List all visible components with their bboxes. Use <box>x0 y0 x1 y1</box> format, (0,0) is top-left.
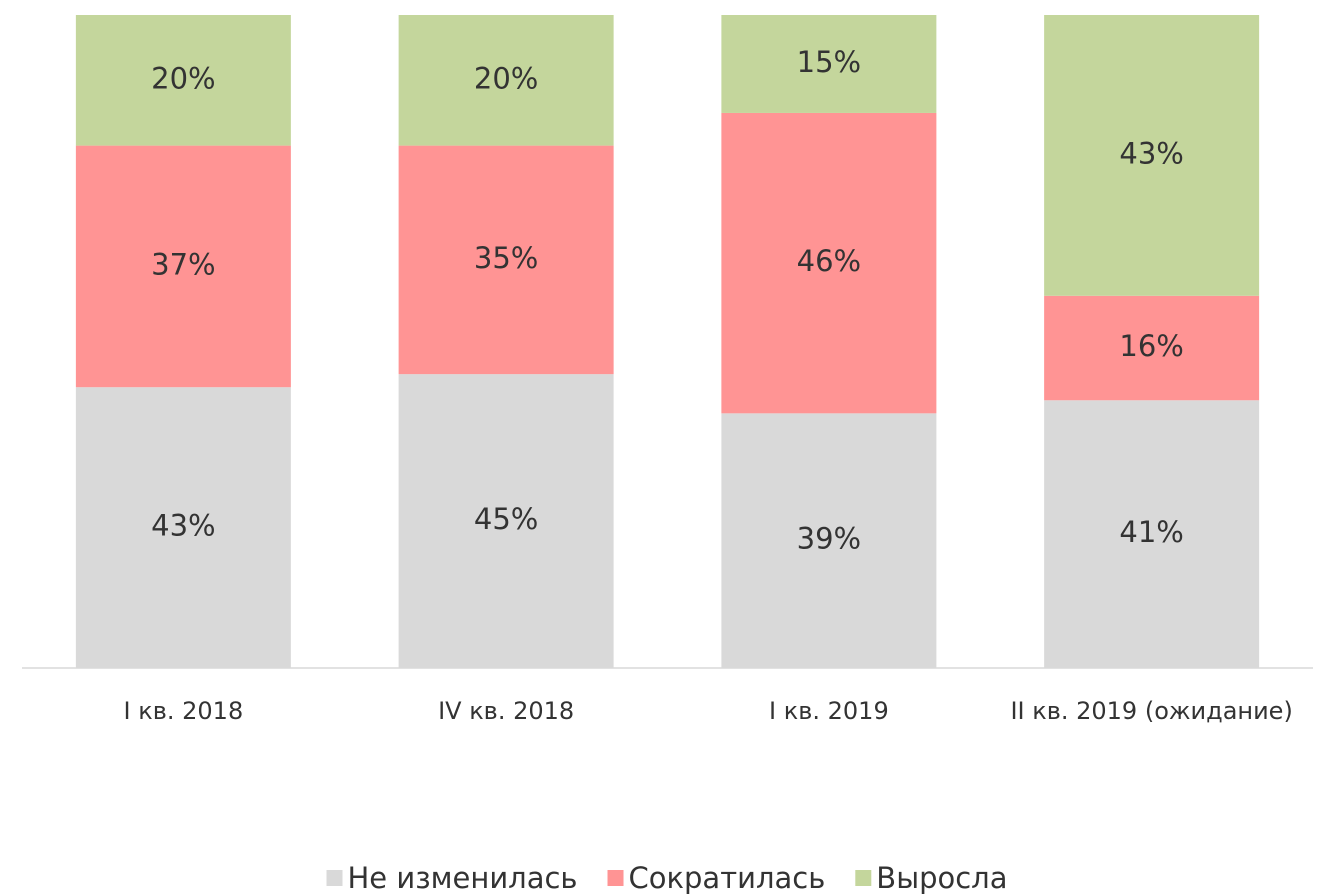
value-label: 15% <box>797 45 861 79</box>
value-label: 39% <box>797 522 861 556</box>
bar-segment <box>398 374 614 668</box>
legend-swatch <box>326 870 343 886</box>
bar-segment <box>75 387 291 668</box>
value-label: 20% <box>151 61 215 95</box>
bar-segment <box>1044 295 1260 401</box>
legend-label: Выросла <box>876 861 1007 895</box>
value-label: 43% <box>151 509 215 543</box>
legend-label: Сократилась <box>629 861 826 895</box>
x-tick-label: IV кв. 2018 <box>438 697 574 725</box>
value-label: 43% <box>1119 136 1183 170</box>
legend-swatch <box>607 870 624 886</box>
bar-segment <box>721 413 937 668</box>
bar-segment <box>398 145 614 375</box>
x-tick-label: I кв. 2019 <box>769 697 889 725</box>
bar-segment <box>75 145 291 388</box>
value-label: 46% <box>797 244 861 278</box>
bar-segment <box>1044 400 1260 668</box>
bar-segment <box>75 15 291 146</box>
value-label: 20% <box>474 61 538 95</box>
value-label: 45% <box>474 502 538 536</box>
bar-segment <box>1044 15 1260 296</box>
x-tick-label: I кв. 2018 <box>124 697 244 725</box>
legend-swatch <box>855 870 872 886</box>
bar-segment <box>721 112 937 414</box>
value-label: 16% <box>1119 329 1183 363</box>
bar-segment <box>398 15 614 146</box>
value-label: 41% <box>1119 515 1183 549</box>
value-label: 37% <box>151 247 215 281</box>
x-tick-label: II кв. 2019 (ожидание) <box>1010 697 1292 725</box>
bar-segment <box>721 15 937 113</box>
legend-label: Не изменилась <box>348 861 578 895</box>
value-label: 35% <box>474 241 538 275</box>
